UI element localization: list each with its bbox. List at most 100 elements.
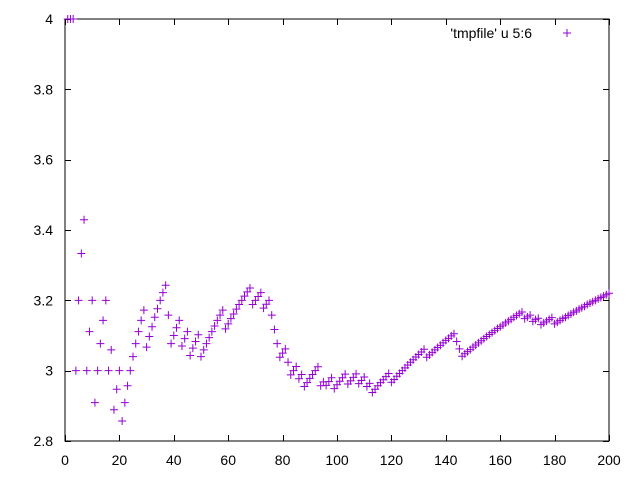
data-point	[167, 339, 176, 348]
data-point	[85, 327, 94, 336]
x-tick-label: 40	[166, 452, 182, 468]
data-point	[101, 296, 110, 305]
data-point	[275, 353, 284, 362]
data-point	[148, 322, 157, 331]
x-tick-label: 60	[220, 452, 236, 468]
data-point	[137, 316, 146, 325]
data-point	[210, 322, 219, 331]
data-point	[248, 300, 257, 309]
data-point	[172, 323, 181, 332]
data-point	[153, 304, 162, 313]
x-tick-label: 180	[543, 452, 567, 468]
data-point	[104, 366, 113, 375]
data-point	[292, 362, 301, 371]
data-point	[161, 281, 170, 290]
data-point	[93, 366, 102, 375]
x-tick-label: 20	[112, 452, 128, 468]
legend: 'tmpfile' u 5:6	[450, 25, 571, 41]
data-point	[175, 316, 184, 325]
data-point	[449, 329, 458, 338]
data-point	[169, 331, 178, 340]
data-point	[115, 366, 124, 375]
data-point	[69, 15, 78, 23]
data-point	[131, 339, 140, 348]
data-point	[341, 370, 350, 379]
data-point	[158, 288, 167, 297]
data-point	[96, 339, 105, 348]
data-point	[605, 289, 613, 298]
data-point	[267, 311, 276, 320]
data-point	[107, 345, 116, 354]
data-point	[289, 366, 298, 375]
data-point	[88, 296, 97, 305]
data-point	[82, 366, 91, 375]
data-point	[327, 373, 336, 382]
data-point	[221, 324, 230, 333]
data-point	[186, 351, 195, 360]
data-point	[180, 334, 189, 343]
data-point	[534, 314, 543, 323]
data-point	[191, 337, 200, 346]
ticks: 0 20 40 60 80 100 120 140 160 180 200 2.8 3 3.2 3.4 3.6…	[34, 11, 621, 468]
data-point	[118, 416, 127, 425]
data-point	[99, 316, 108, 325]
y-tick-label: 3.4	[34, 222, 54, 238]
x-tick-label: 100	[325, 452, 349, 468]
data-point	[284, 358, 293, 367]
data-point	[297, 370, 306, 379]
x-tick-label: 0	[61, 452, 69, 468]
data-point	[207, 327, 216, 336]
legend-marker	[563, 29, 571, 37]
data-point	[265, 296, 273, 305]
data-point	[237, 296, 246, 305]
data-point	[109, 405, 118, 414]
data-point	[294, 374, 303, 383]
data-point	[145, 332, 154, 341]
data-point	[384, 369, 393, 378]
data-point	[526, 311, 535, 320]
data-point	[286, 370, 295, 379]
data-point	[188, 344, 197, 353]
data-point	[150, 313, 159, 322]
data-point	[126, 366, 135, 375]
data-point	[313, 362, 322, 371]
data-point	[129, 352, 137, 361]
x-tick-label: 200	[597, 452, 621, 468]
data-point	[270, 325, 279, 334]
data-point	[71, 366, 80, 375]
data-point	[229, 310, 238, 319]
data-point	[183, 327, 192, 336]
data-point	[156, 296, 165, 305]
y-tick-label: 2.8	[34, 433, 54, 449]
x-tick-label: 120	[380, 452, 404, 468]
data-points	[63, 15, 613, 425]
data-point	[273, 339, 282, 348]
data-point	[245, 284, 254, 293]
data-point	[90, 398, 99, 407]
data-point	[177, 342, 186, 351]
data-point	[197, 352, 205, 361]
y-tick-label: 3.8	[34, 81, 54, 97]
data-point	[202, 339, 211, 348]
data-point	[420, 345, 429, 354]
data-point	[360, 372, 369, 381]
legend-marker-plus	[563, 29, 571, 37]
data-point	[199, 345, 208, 354]
data-point	[112, 385, 121, 394]
legend-label: 'tmpfile' u 5:6	[450, 25, 532, 41]
data-point	[235, 300, 244, 309]
data-point	[216, 311, 225, 320]
x-tick-label: 140	[434, 452, 458, 468]
y-tick-label: 3	[45, 363, 53, 379]
data-point	[240, 292, 249, 301]
data-point	[455, 344, 464, 353]
data-point	[164, 311, 173, 320]
data-point	[278, 349, 287, 358]
y-tick-label: 3.2	[34, 292, 54, 308]
data-point	[80, 215, 89, 224]
data-point	[213, 316, 222, 325]
data-point	[517, 307, 526, 316]
